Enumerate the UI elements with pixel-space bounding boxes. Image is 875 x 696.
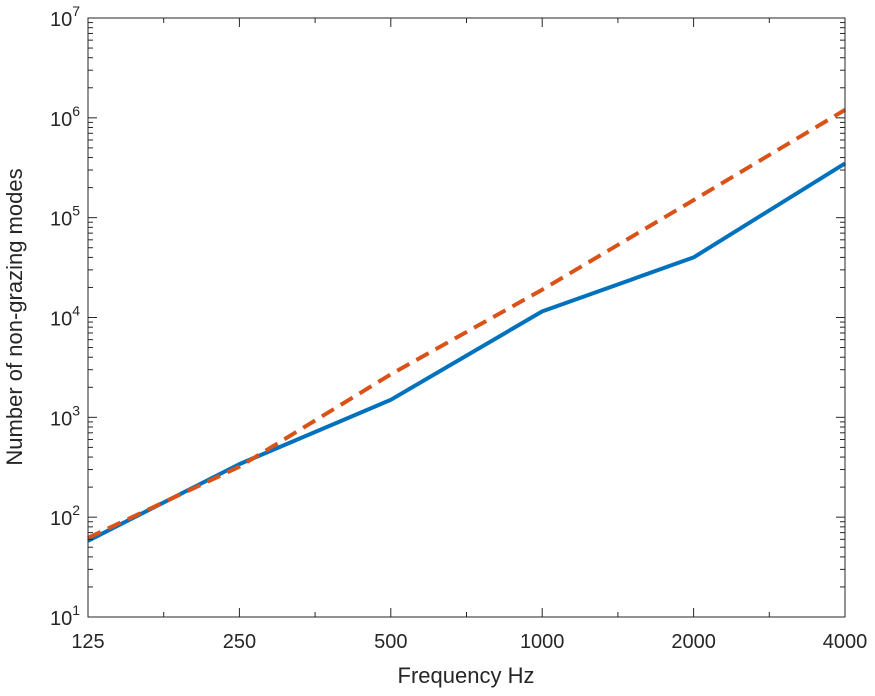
x-tick-label: 1000	[520, 631, 565, 653]
y-tick-label: 106	[50, 103, 80, 131]
y-tick-label: 107	[50, 3, 80, 31]
y-tick-label: 101	[50, 602, 80, 630]
x-axis-label: Frequency Hz	[398, 663, 535, 688]
axes-box	[87, 17, 846, 618]
y-tick-label: 102	[50, 502, 80, 530]
tick-labels: 125 250 500 1000 2000 4000 101 102 103 104 105 106 1…	[50, 3, 867, 653]
y-tick-label: 103	[50, 402, 80, 430]
y-tick-label: 105	[50, 203, 80, 231]
series-line-2	[87, 108, 847, 540]
x-tick-label: 4000	[823, 631, 868, 653]
y-axis-label: Number of non-grazing modes	[2, 168, 27, 465]
x-tick-label: 250	[223, 631, 256, 653]
series-layer	[87, 108, 847, 543]
x-tick-label: 2000	[671, 631, 716, 653]
y-tick-label: 104	[50, 303, 80, 331]
x-tick-label: 500	[374, 631, 407, 653]
x-tick-label: 125	[71, 631, 104, 653]
plot-area	[88, 18, 845, 617]
